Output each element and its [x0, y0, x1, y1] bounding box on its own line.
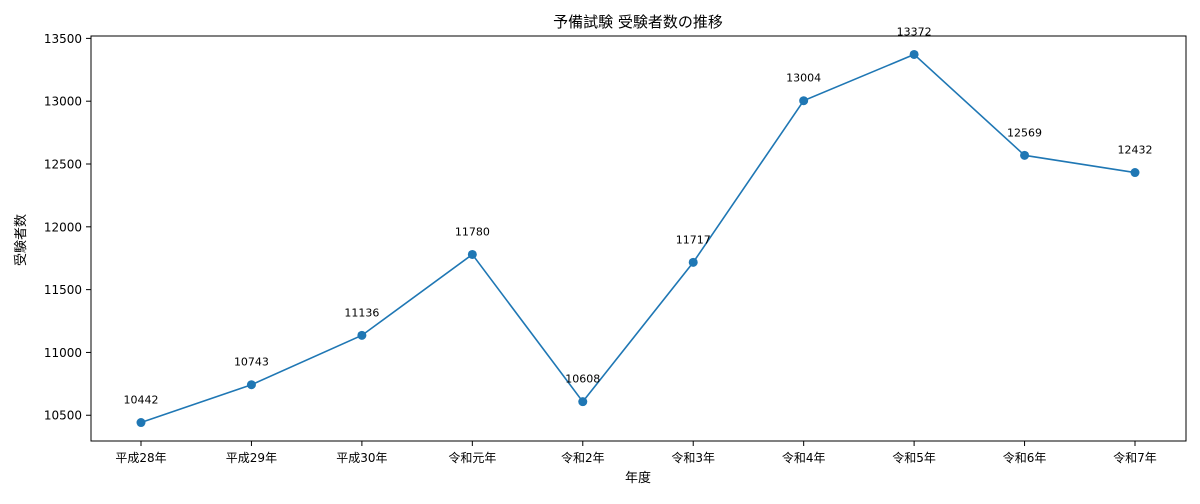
data-point — [1020, 150, 1030, 160]
data-label: 12569 — [1007, 126, 1042, 139]
y-tick-label: 12500 — [44, 158, 82, 172]
x-axis-ticks: 平成28年 平成29年 平成30年 令和元年 令和2年 令和3年 令和4年 令和5年 令和6年 令… — [115, 441, 1157, 465]
data-label: 10608 — [565, 373, 600, 386]
data-point — [246, 380, 256, 390]
y-tick-label: 11000 — [44, 346, 82, 360]
x-axis-label: 年度 — [625, 470, 651, 486]
series-line — [140, 53, 1136, 424]
x-tick-label: 令和2年 — [561, 450, 605, 465]
data-label-layer: 10442 10743 11136 11780 10608 11717 13004 13372… — [124, 25, 1153, 406]
data-label: 11136 — [344, 306, 379, 319]
x-tick-label: 平成30年 — [336, 451, 387, 465]
data-label: 13004 — [786, 72, 821, 85]
x-tick-label: 令和3年 — [671, 450, 715, 465]
y-axis-ticks: 10500 11000 11500 12000 12500 13000 13500 — [44, 32, 91, 423]
x-tick-label: 令和5年 — [892, 450, 936, 465]
y-tick-label: 13000 — [44, 95, 82, 109]
y-tick-label: 10500 — [44, 409, 82, 423]
data-label: 11717 — [676, 233, 711, 246]
y-tick-label: 12000 — [44, 220, 82, 234]
data-label: 10743 — [234, 356, 269, 369]
series-layer — [136, 49, 1140, 428]
data-point — [578, 397, 588, 407]
x-tick-label: 令和元年 — [448, 450, 496, 465]
y-tick-label: 13500 — [44, 32, 82, 46]
data-point — [357, 330, 367, 340]
data-point — [467, 249, 477, 259]
data-point — [909, 49, 919, 59]
data-label: 13372 — [897, 25, 932, 38]
data-point — [688, 257, 698, 267]
y-tick-label: 11500 — [44, 283, 82, 297]
plot-frame — [90, 35, 1187, 442]
data-label: 12432 — [1118, 144, 1153, 157]
data-label: 10442 — [124, 394, 159, 407]
data-point — [1130, 168, 1140, 178]
data-label: 11780 — [455, 225, 490, 238]
data-point — [799, 96, 809, 106]
data-point — [136, 418, 146, 428]
x-tick-label: 令和6年 — [1003, 450, 1047, 465]
x-tick-label: 令和4年 — [782, 450, 826, 465]
chart-title: 予備試験 受験者数の推移 — [553, 13, 723, 31]
x-tick-label: 平成29年 — [226, 451, 277, 465]
x-tick-label: 平成28年 — [115, 451, 166, 465]
y-axis-label: 受験者数 — [14, 214, 29, 266]
x-tick-label: 令和7年 — [1113, 450, 1157, 465]
